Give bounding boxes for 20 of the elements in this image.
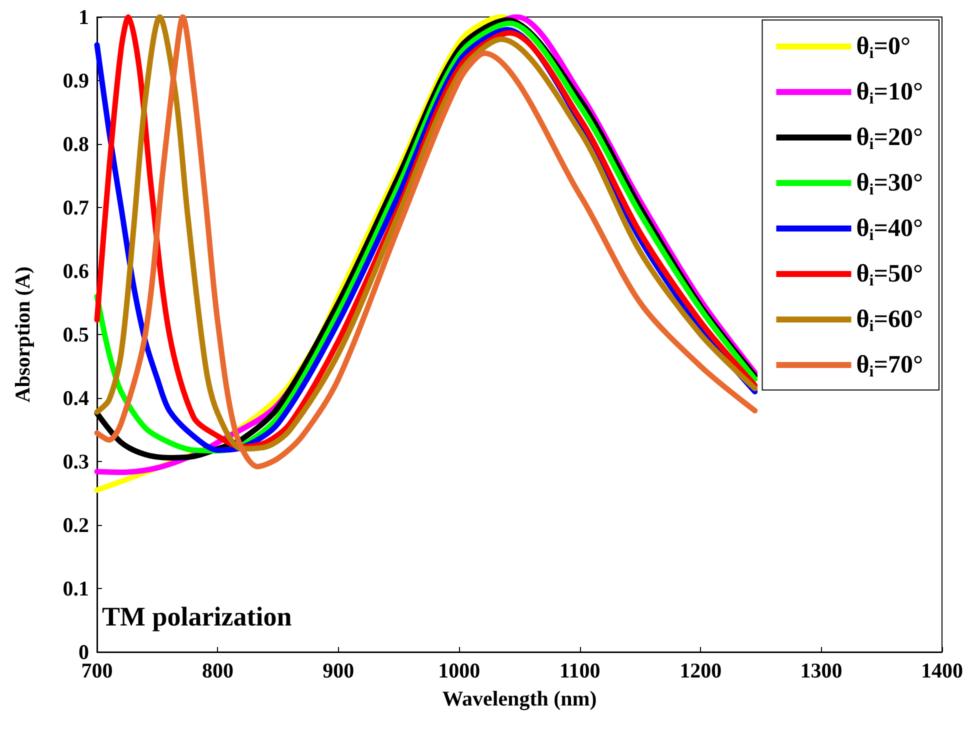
y-tick-label: 0.8 [62,132,89,156]
y-tick-label: 0.3 [62,450,89,474]
y-tick-label: 1 [78,5,89,29]
y-tick-label: 0.2 [62,513,89,537]
x-tick-label: 1300 [800,658,842,682]
y-tick-label: 0.1 [62,576,89,600]
x-axis-title: Wavelength (nm) [442,686,597,710]
x-tick-label: 1200 [680,658,722,682]
annotation: TM polarization [102,602,292,632]
x-tick-label: 1000 [438,658,480,682]
y-tick-label: 0.6 [62,259,89,283]
x-tick-label: 900 [322,658,354,682]
x-tick-label: 1100 [559,658,600,682]
y-tick-label: 0.7 [62,196,89,220]
x-tick-label: 800 [202,658,234,682]
x-tick-label: 1400 [921,658,963,682]
y-tick-label: 0.9 [62,68,89,92]
y-axis-title: Absorption (A) [10,266,34,402]
y-tick-label: 0.4 [62,386,90,410]
y-tick-label: 0.5 [62,322,89,346]
